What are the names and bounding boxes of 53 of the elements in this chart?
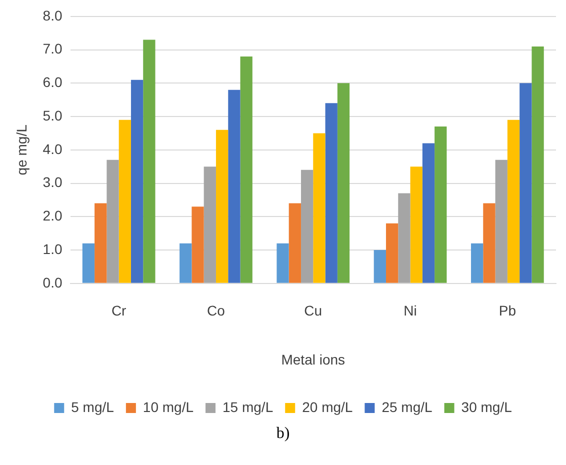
bar <box>130 80 144 283</box>
bar <box>228 90 240 283</box>
bar <box>483 203 496 283</box>
bar <box>386 223 398 283</box>
bar <box>288 203 301 283</box>
bar <box>192 206 204 283</box>
y-tick-label: 2.0 <box>42 208 62 224</box>
x-axis-title: Metal ions <box>281 351 346 368</box>
y-tick-label: 0.0 <box>42 274 62 290</box>
legend-label: 15 mg/L <box>222 398 274 415</box>
bar <box>422 143 435 283</box>
y-tick-label: 7.0 <box>42 40 62 57</box>
bar <box>507 120 520 283</box>
y-tick-label: 8.0 <box>42 7 62 24</box>
bar <box>398 193 410 283</box>
x-tick-label: Ni <box>404 302 417 319</box>
bar <box>337 83 350 283</box>
bar <box>276 243 289 283</box>
legend-label: 20 mg/L <box>302 398 353 415</box>
bar <box>325 103 338 283</box>
text: b) <box>275 425 291 443</box>
x-tick-label: Cr <box>111 302 127 319</box>
y-tick-label: 5.0 <box>42 107 62 124</box>
legend-label: 25 mg/L <box>382 398 432 415</box>
bar <box>532 46 544 283</box>
bar <box>374 250 386 283</box>
bar <box>313 133 326 283</box>
bar <box>94 203 107 283</box>
legend-label: 5 mg/L <box>71 398 114 415</box>
bar <box>216 130 228 283</box>
bar <box>495 160 508 283</box>
bar <box>470 243 484 283</box>
x-tick-label: Pb <box>498 302 516 319</box>
bar <box>434 126 447 283</box>
legend-label: 30 mg/L <box>461 398 512 415</box>
x-tick-label: Cu <box>304 302 322 319</box>
bar <box>143 40 156 283</box>
bar <box>106 160 119 283</box>
bar <box>520 83 532 283</box>
legend-label: 10 mg/L <box>142 398 194 415</box>
bar <box>180 243 192 283</box>
bar <box>82 243 95 283</box>
y-tick-label: 1.0 <box>42 240 62 257</box>
bar <box>300 170 314 283</box>
y-tick-label: 6.0 <box>42 74 62 90</box>
bar <box>410 166 422 283</box>
y-axis-title: qe mg/L <box>13 124 30 176</box>
bar <box>204 166 216 283</box>
y-tick-label: 3.0 <box>42 174 62 190</box>
x-tick-label: Co <box>207 302 226 319</box>
bar <box>118 120 131 283</box>
y-tick-label: 4.0 <box>42 140 62 157</box>
bar <box>240 56 252 283</box>
